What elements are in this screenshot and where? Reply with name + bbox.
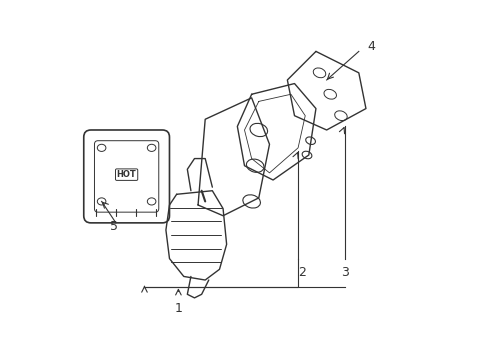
Text: 2: 2 (297, 266, 305, 279)
Text: 3: 3 (340, 266, 348, 279)
Text: 1: 1 (174, 302, 182, 315)
Text: 5: 5 (110, 220, 118, 233)
Text: 4: 4 (366, 40, 374, 53)
Text: HOT: HOT (117, 170, 136, 179)
